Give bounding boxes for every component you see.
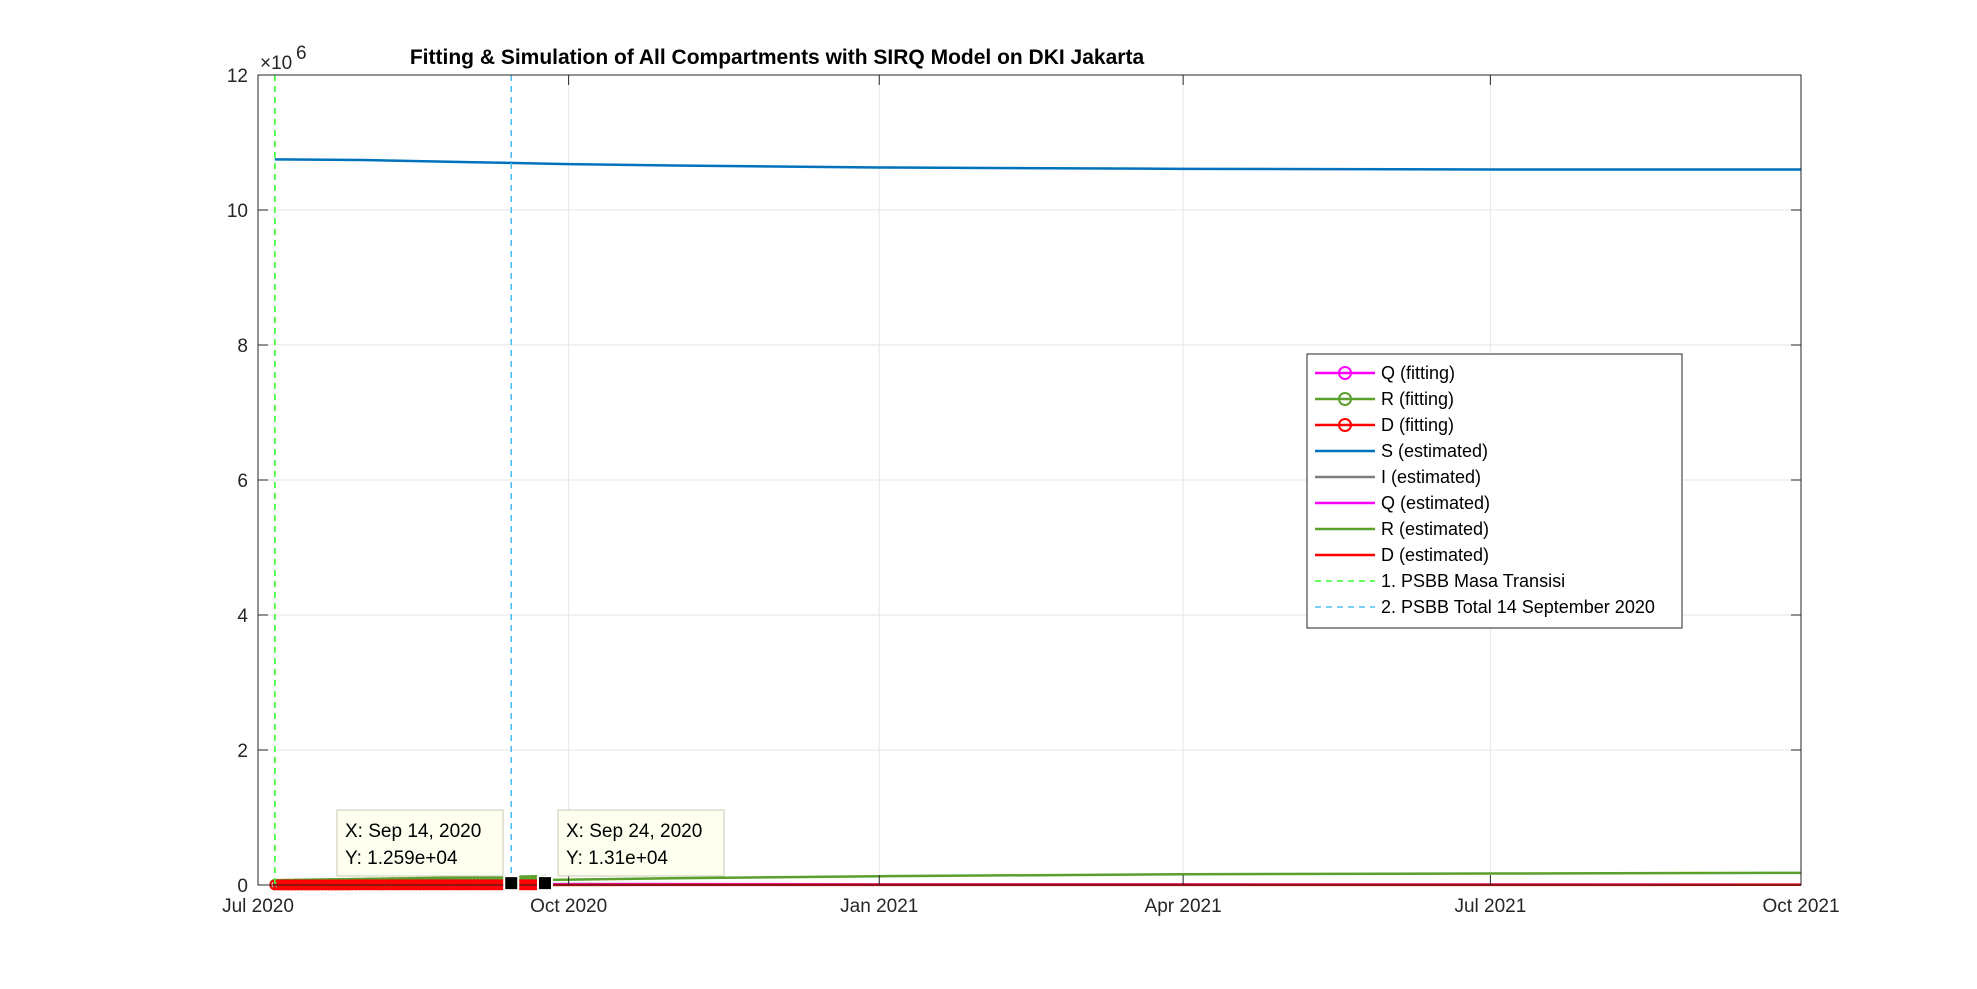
x-tick-label: Jul 2021 <box>1454 896 1526 917</box>
y-tick-label: 8 <box>237 336 248 357</box>
x-tick-label: Jan 2021 <box>840 896 918 917</box>
y-tick-label: 2 <box>237 741 248 762</box>
datatips: X: Sep 14, 2020 Y: 1.259e+04 X: Sep 24, 20… <box>336 809 725 892</box>
legend-label: Q (fitting) <box>1381 363 1455 383</box>
x-tick-label: Oct 2021 <box>1762 896 1839 917</box>
legend-label: S (estimated) <box>1381 441 1488 461</box>
legend-marker <box>1338 366 1352 380</box>
legend-label: R (estimated) <box>1381 519 1489 539</box>
series-line <box>274 158 1801 171</box>
y-exponent-power: 6 <box>296 43 307 64</box>
datatip-marker <box>503 875 520 892</box>
datatip-box <box>557 809 725 877</box>
y-tick-label: 10 <box>227 201 248 222</box>
legend-marker <box>1338 418 1352 432</box>
legend-label: I (estimated) <box>1381 467 1481 487</box>
legend-label: Q (estimated) <box>1381 493 1490 513</box>
y-tick-label: 0 <box>237 876 248 897</box>
legend-marker <box>1338 392 1352 406</box>
x-tick-label: Oct 2020 <box>530 896 607 917</box>
y-exponent-label: ×10 <box>260 53 292 74</box>
legend-label: 1. PSBB Masa Transisi <box>1381 571 1565 591</box>
datatip-box <box>336 809 504 877</box>
axes: Jul 2020 Oct 2020 Jan 2021 Apr 2021 Jul 2021… <box>222 43 1839 917</box>
datatip-marker <box>536 875 553 892</box>
legend-label: R (fitting) <box>1381 389 1454 409</box>
legend: Q (fitting) R (fitting) D (fitting) S (esti… <box>1306 353 1683 629</box>
y-tick-label: 12 <box>227 66 248 87</box>
legend-label: 2. PSBB Total 14 September 2020 <box>1381 597 1655 617</box>
y-tick-label: 6 <box>237 471 248 492</box>
datatip-y-text: Y: 1.259e+04 <box>345 848 458 869</box>
y-tick-label: 4 <box>237 606 248 627</box>
datatip-y-text: Y: 1.31e+04 <box>566 848 668 869</box>
vertical-lines <box>274 75 513 885</box>
legend-label: D (estimated) <box>1381 545 1489 565</box>
legend-label: D (fitting) <box>1381 415 1454 435</box>
datatip-x-text: X: Sep 14, 2020 <box>345 821 481 842</box>
chart-title: Fitting & Simulation of All Compartments… <box>410 46 1145 69</box>
x-tick-label: Jul 2020 <box>222 896 294 917</box>
x-tick-label: Apr 2021 <box>1145 896 1222 917</box>
datatip-x-text: X: Sep 24, 2020 <box>566 821 702 842</box>
